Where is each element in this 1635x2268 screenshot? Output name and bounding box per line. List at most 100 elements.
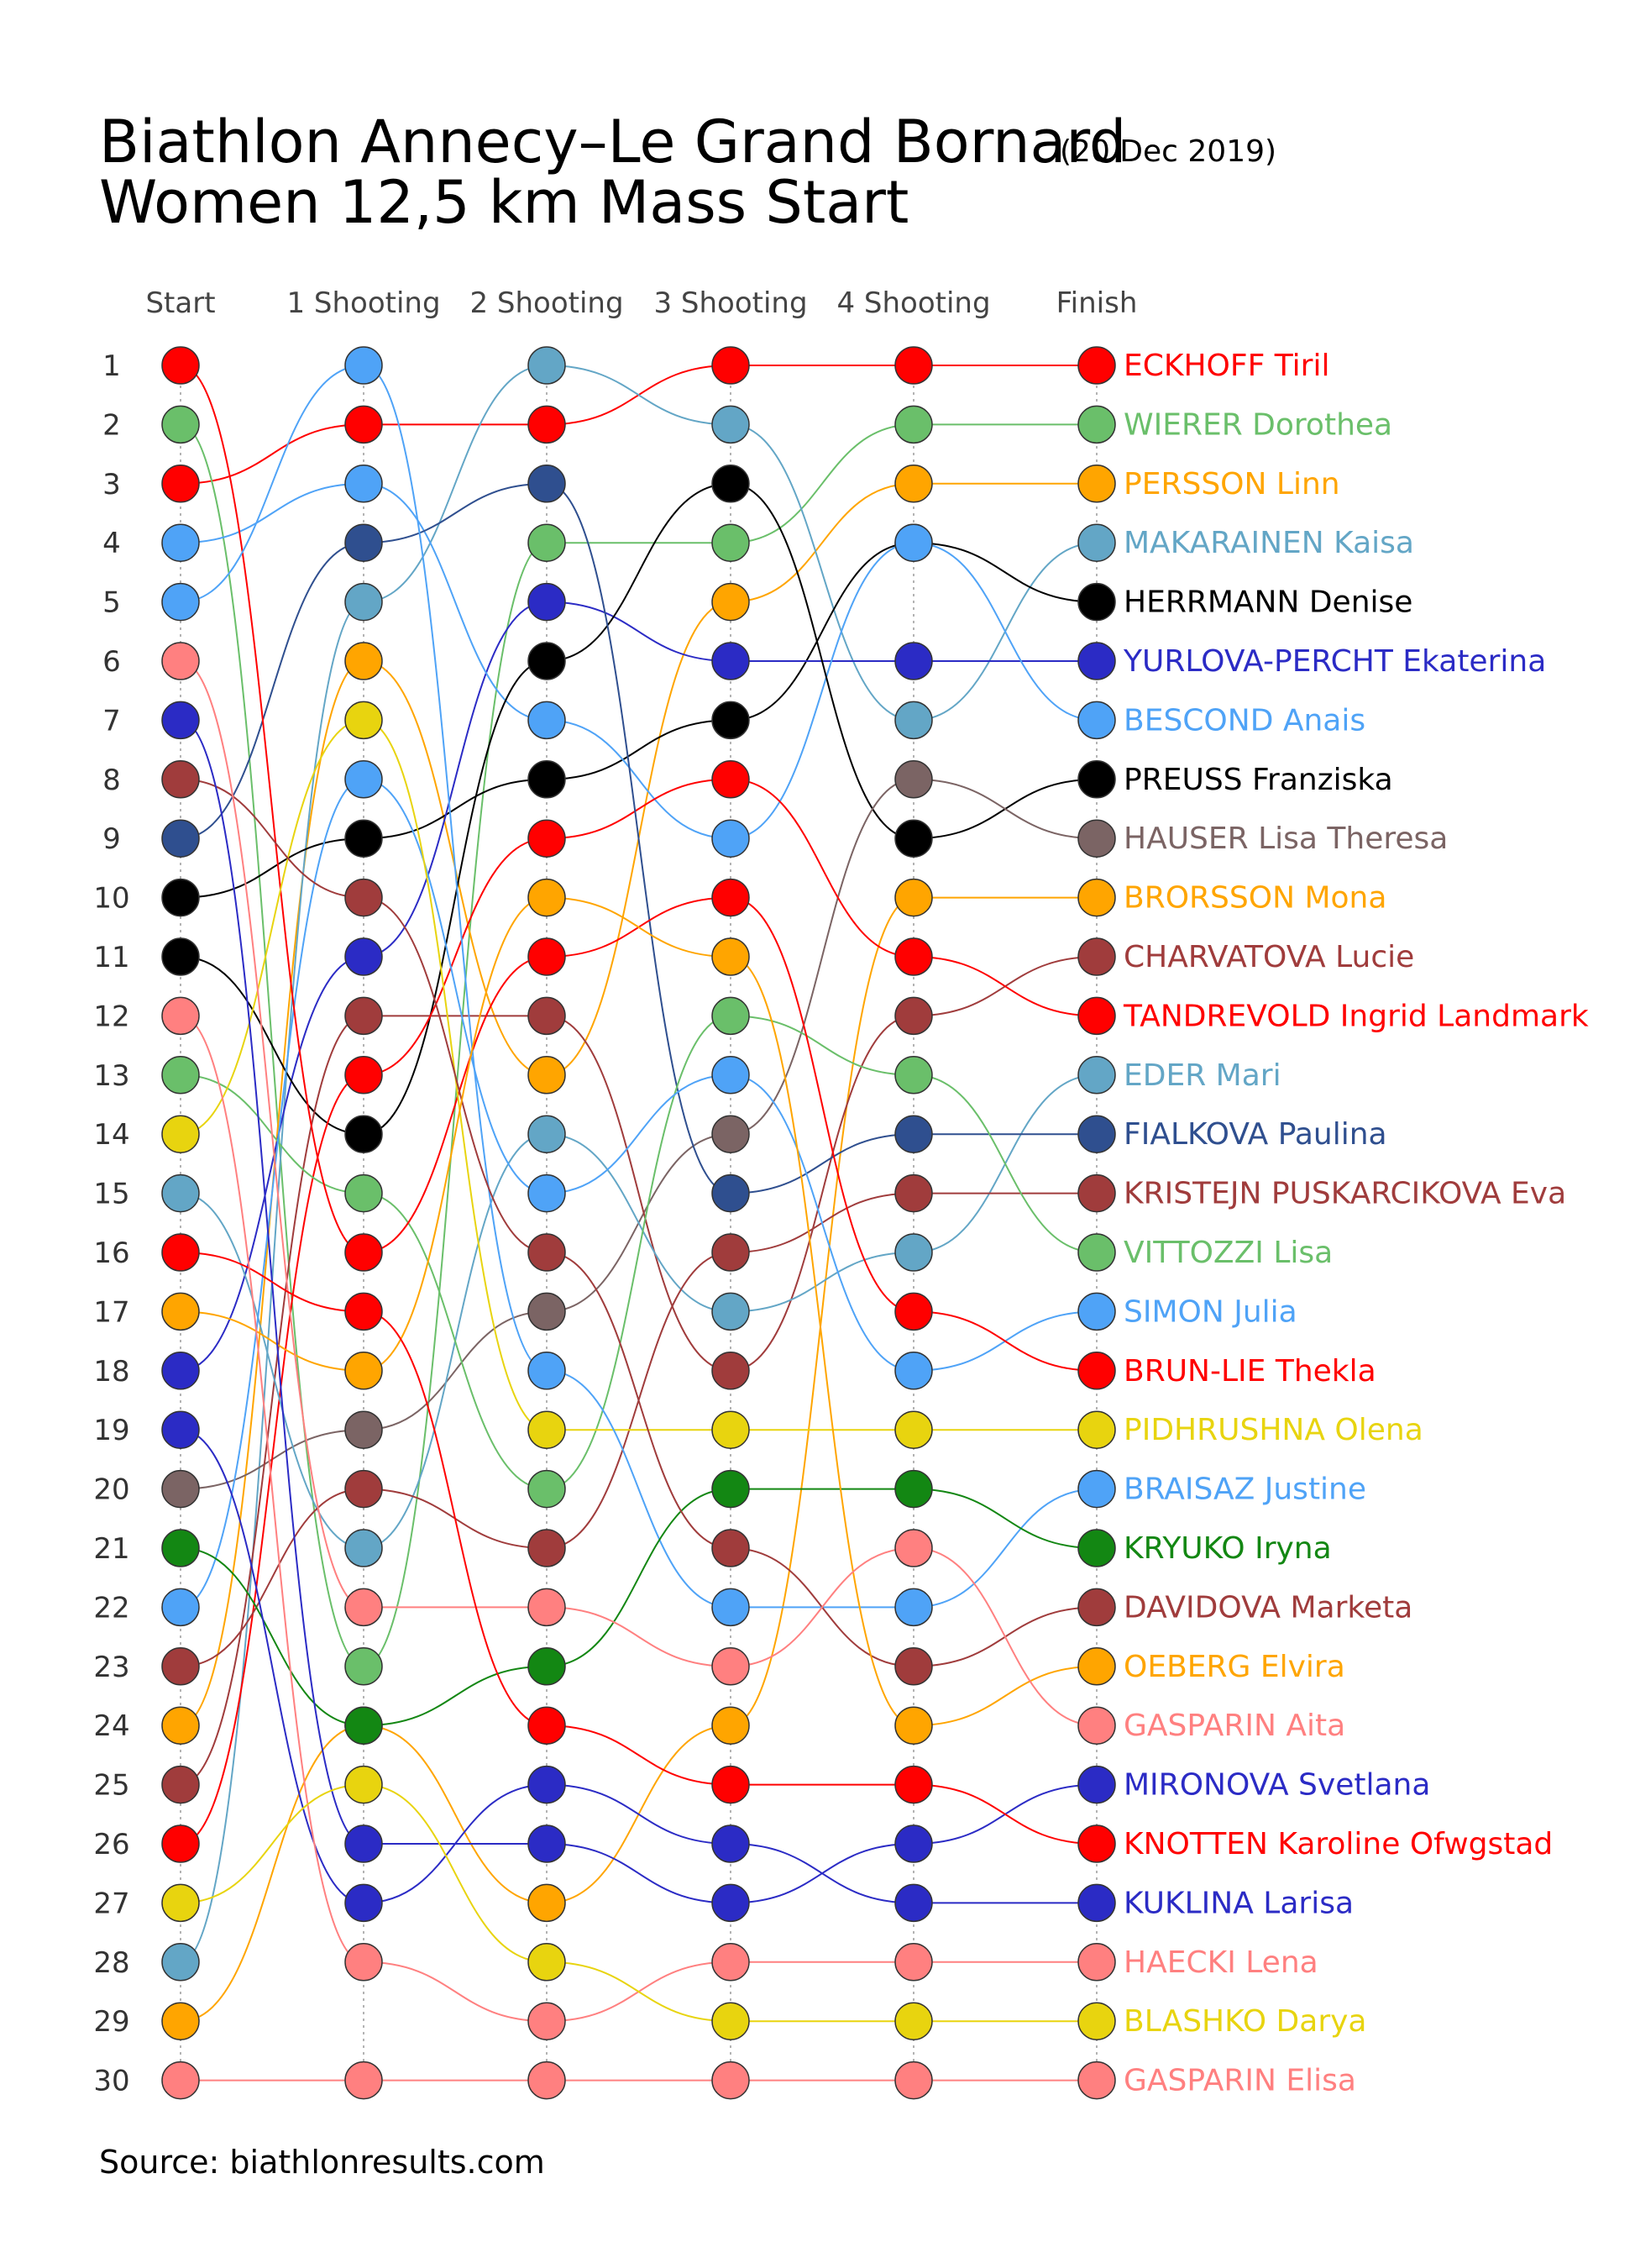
rank-marker bbox=[894, 465, 933, 503]
rank-marker bbox=[1077, 937, 1116, 976]
rank-marker bbox=[711, 1706, 750, 1745]
rank-marker bbox=[161, 2002, 200, 2040]
series-line bbox=[180, 1252, 1098, 1845]
rank-marker bbox=[1077, 878, 1116, 917]
series-name-label: OEBERG Elvira bbox=[1124, 1650, 1345, 1684]
rank-marker bbox=[527, 1765, 566, 1804]
rank-marker bbox=[161, 1292, 200, 1331]
rank-marker bbox=[894, 346, 933, 385]
rank-marker bbox=[894, 1647, 933, 1686]
rank-marker bbox=[344, 1056, 383, 1095]
series-name-label: BESCOND Anais bbox=[1124, 703, 1365, 738]
rank-marker bbox=[527, 642, 566, 680]
series-name-label: YURLOVA-PERCHT Ekaterina bbox=[1123, 644, 1546, 679]
rank-marker bbox=[894, 1173, 933, 1213]
rank-marker bbox=[344, 1824, 383, 1863]
rank-marker bbox=[344, 582, 383, 622]
rank-marker bbox=[344, 996, 383, 1036]
rank-marker bbox=[161, 1352, 200, 1390]
rank-marker bbox=[344, 642, 383, 680]
rank-marker bbox=[894, 701, 933, 740]
rank-marker bbox=[527, 2061, 566, 2100]
rank-marker bbox=[1077, 1529, 1116, 1567]
rank-marker bbox=[344, 1943, 383, 1982]
rank-marker bbox=[161, 1233, 200, 1272]
series-name-label: EDER Mari bbox=[1124, 1058, 1281, 1093]
rank-tick-label: 21 bbox=[93, 1532, 129, 1566]
rank-marker bbox=[344, 405, 383, 444]
series-line bbox=[180, 423, 1097, 1667]
rank-marker bbox=[527, 1056, 566, 1095]
series-line bbox=[180, 1015, 1097, 2023]
rank-marker bbox=[711, 996, 750, 1036]
rank-marker bbox=[711, 701, 750, 740]
series-line bbox=[180, 1074, 1098, 1550]
rank-tick-label: 26 bbox=[93, 1828, 129, 1861]
rank-tick-label: 29 bbox=[93, 2005, 129, 2039]
rank-marker bbox=[711, 1824, 750, 1863]
series-name-label: PIDHRUSHNA Olena bbox=[1124, 1413, 1423, 1447]
rank-tick-label: 13 bbox=[93, 1059, 129, 1093]
series-name-label: HERRMANN Denise bbox=[1124, 585, 1412, 620]
rank-marker bbox=[161, 1765, 200, 1804]
rank-marker bbox=[527, 996, 566, 1036]
series-name-label: GASPARIN Elisa bbox=[1124, 2064, 1356, 2098]
rank-tick-label: 10 bbox=[93, 882, 129, 916]
series-line bbox=[180, 1429, 1097, 1904]
series-line bbox=[180, 1015, 1098, 1490]
series-name-label: WIERER Dorothea bbox=[1124, 407, 1392, 442]
rank-marker bbox=[527, 1115, 566, 1153]
rank-marker bbox=[711, 1410, 750, 1449]
rank-marker bbox=[894, 1824, 933, 1863]
rank-marker bbox=[711, 642, 750, 680]
rank-marker bbox=[527, 1824, 566, 1863]
series-line bbox=[180, 896, 1098, 1727]
series-name-label: BRORSSON Mona bbox=[1124, 881, 1386, 916]
rank-marker bbox=[1077, 1883, 1116, 1923]
rank-marker bbox=[161, 1173, 200, 1213]
rank-marker bbox=[711, 523, 750, 562]
rank-marker bbox=[711, 819, 750, 858]
rank-marker bbox=[711, 1233, 750, 1272]
rank-marker bbox=[1077, 1588, 1116, 1627]
series-name-label: MAKARAINEN Kaisa bbox=[1124, 526, 1414, 560]
rank-marker bbox=[1077, 582, 1116, 622]
rank-marker bbox=[161, 1824, 200, 1863]
series-name-label: CHARVATOVA Lucie bbox=[1124, 940, 1414, 974]
rank-tick-label: 5 bbox=[102, 586, 121, 620]
rank-tick-label: 12 bbox=[93, 1000, 129, 1033]
chart-title-line-1: Biathlon Annecy–Le Grand Bornard bbox=[99, 108, 1127, 176]
rank-tick-label: 14 bbox=[93, 1118, 129, 1152]
rank-marker bbox=[711, 2002, 750, 2040]
rank-marker bbox=[161, 1056, 200, 1095]
rank-tick-label: 3 bbox=[102, 468, 121, 501]
stage-labels: Start 1 Shooting 2 Shooting 3 Shooting 4 Sho… bbox=[145, 286, 1137, 320]
rank-marker bbox=[161, 1529, 200, 1567]
rank-marker bbox=[711, 582, 750, 622]
rank-marker bbox=[161, 582, 200, 622]
rank-marker bbox=[161, 701, 200, 740]
series-line bbox=[180, 778, 1098, 1845]
rank-marker bbox=[711, 346, 750, 385]
rank-tick-label: 28 bbox=[93, 1946, 129, 1980]
rank-tick-label: 8 bbox=[102, 764, 121, 797]
rank-marker bbox=[1077, 1292, 1116, 1331]
rank-axis-labels: 1234567891011121314151617181920212223242… bbox=[93, 349, 129, 2098]
rank-marker bbox=[161, 1588, 200, 1627]
series-name-label: KNOTTEN Karoline Ofwgstad bbox=[1124, 1827, 1553, 1861]
rank-marker bbox=[1077, 1943, 1116, 1982]
rank-marker bbox=[711, 1765, 750, 1804]
rank-marker bbox=[161, 405, 200, 444]
rank-marker bbox=[894, 1292, 933, 1331]
series-line bbox=[180, 660, 1098, 1727]
rank-marker bbox=[527, 1352, 566, 1390]
rank-marker bbox=[711, 405, 750, 444]
rank-marker bbox=[711, 937, 750, 976]
rank-marker bbox=[161, 996, 200, 1036]
rank-marker bbox=[344, 1529, 383, 1567]
rank-marker bbox=[344, 937, 383, 976]
rank-marker bbox=[344, 1647, 383, 1686]
rank-marker bbox=[344, 346, 383, 385]
rank-marker bbox=[894, 1352, 933, 1390]
